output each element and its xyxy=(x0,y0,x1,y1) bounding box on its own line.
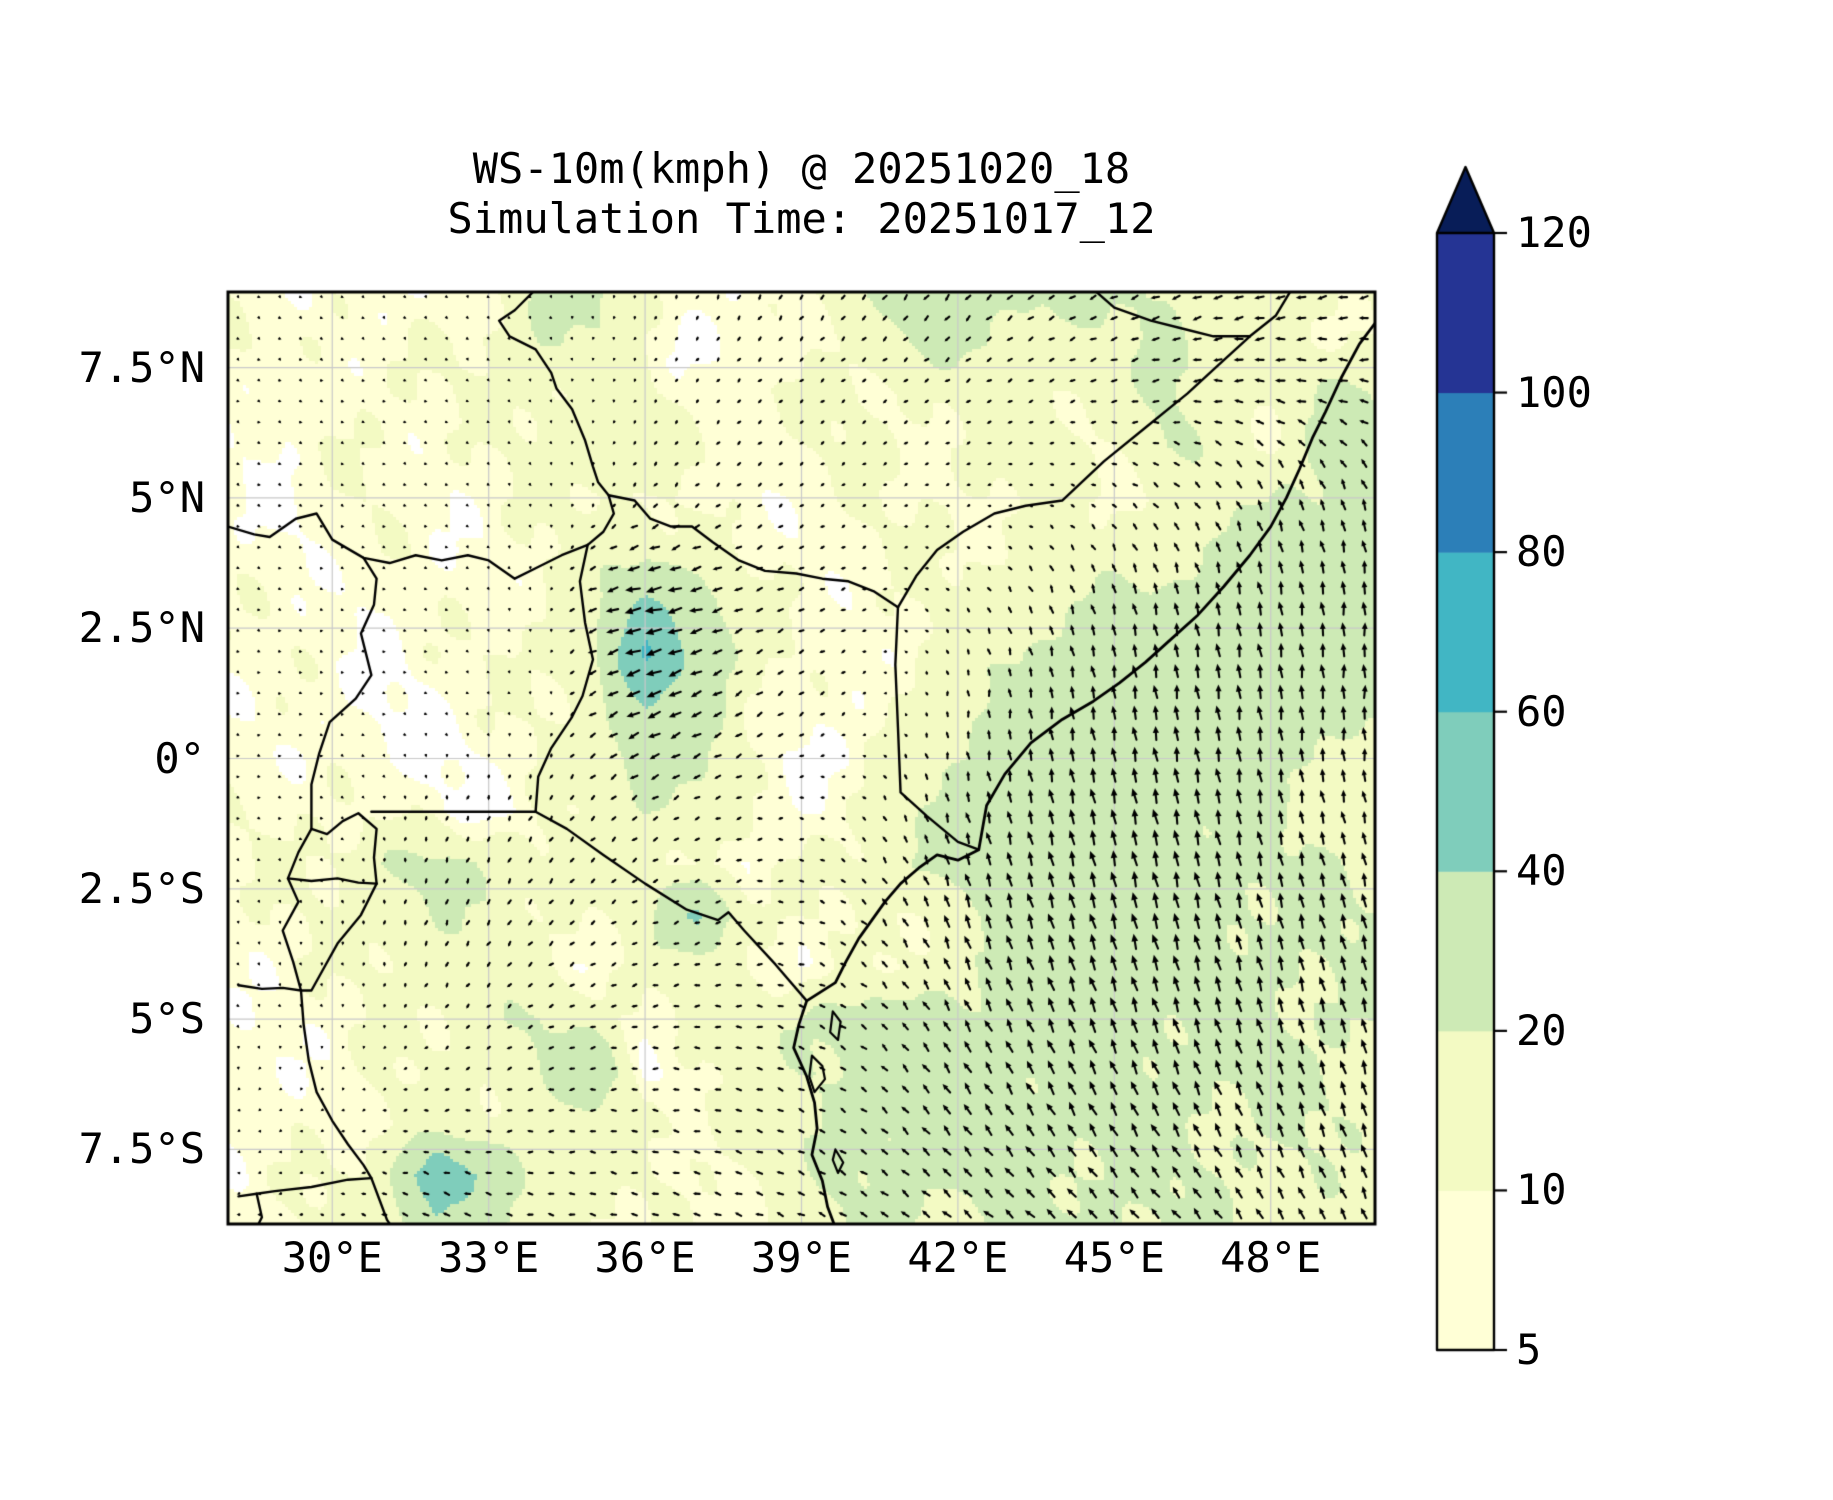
colorbar-tick-label: 5 xyxy=(1516,1325,1542,1374)
y-tick-label: 7.5°S xyxy=(78,1124,205,1174)
plot-title-line1: WS-10m(kmph) @ 20251020_18 xyxy=(472,144,1131,193)
y-tick-label: 0° xyxy=(154,733,205,783)
colorbar-tick-label: 80 xyxy=(1516,527,1567,577)
x-tick-label: 30°E xyxy=(281,1233,383,1282)
plot-title-line2: Simulation Time: 20251017_12 xyxy=(447,194,1156,243)
x-tick-label: 42°E xyxy=(907,1233,1009,1282)
colorbar-tick-label: 20 xyxy=(1516,1005,1567,1055)
colorbar-tick-label: 120 xyxy=(1516,208,1592,257)
y-tick-label: 2.5°S xyxy=(78,863,205,913)
colorbar-tick-label: 40 xyxy=(1516,846,1567,896)
y-tick-label: 5°N xyxy=(129,472,205,522)
y-tick-label: 2.5°N xyxy=(78,603,205,653)
x-tick-label: 48°E xyxy=(1220,1233,1322,1282)
y-tick-label: 5°S xyxy=(129,994,205,1044)
x-tick-label: 45°E xyxy=(1063,1233,1165,1282)
colorbar-tick-label: 60 xyxy=(1516,686,1567,736)
colorbar-tick-label: 100 xyxy=(1516,367,1592,417)
y-tick-label: 7.5°N xyxy=(78,342,205,392)
x-tick-label: 39°E xyxy=(750,1233,853,1282)
colorbar-tick-label: 10 xyxy=(1516,1165,1567,1215)
x-tick-label: 33°E xyxy=(438,1233,540,1282)
x-tick-label: 36°E xyxy=(594,1233,696,1282)
